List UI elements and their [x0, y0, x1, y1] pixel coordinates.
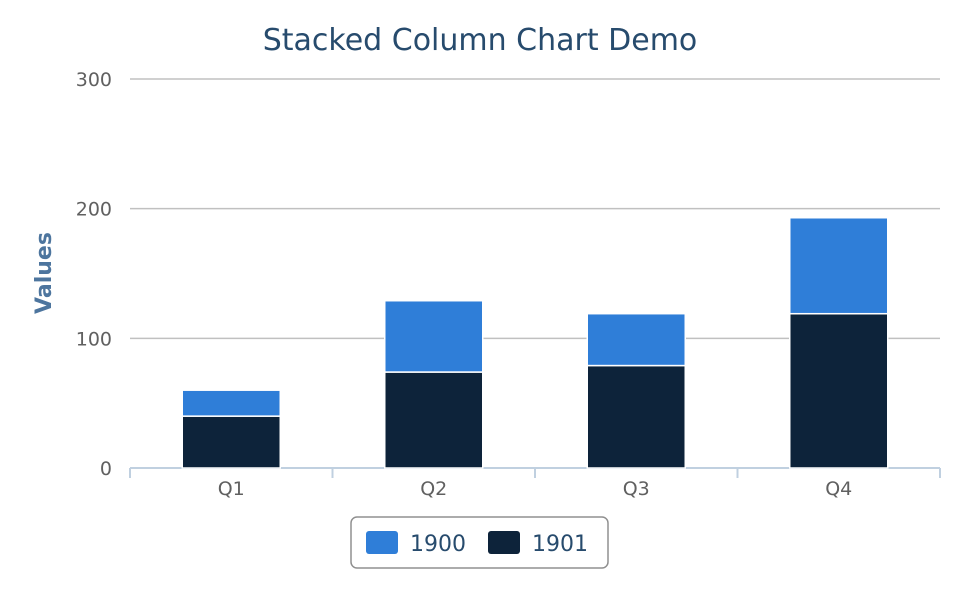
bar-1901-Q3[interactable] [586, 364, 686, 469]
legend-item-1900[interactable]: 1900 [366, 531, 466, 557]
chart-title: Stacked Column Chart Demo [263, 23, 698, 58]
x-tick-label: Q3 [623, 478, 650, 500]
legend-label: 1900 [410, 532, 466, 557]
y-tick-label: 200 [76, 199, 112, 221]
y-tick-label: 100 [76, 328, 112, 350]
bars [181, 216, 889, 469]
legend-swatch [488, 531, 520, 554]
bar-1900-Q3[interactable] [586, 312, 686, 367]
x-axis: Q1 Q2 Q3 Q4 [129, 467, 941, 500]
legend-swatch [366, 531, 398, 554]
bar-1900-Q1[interactable] [181, 389, 281, 417]
y-axis-ticks: 0 100 200 300 [76, 69, 112, 480]
y-axis-label: Values [32, 232, 57, 314]
bar-1901-Q4[interactable] [789, 312, 889, 469]
y-tick-label: 300 [76, 69, 112, 91]
bar-1900-Q4[interactable] [789, 216, 889, 315]
x-tick-label: Q1 [218, 478, 245, 500]
bar-1901-Q2[interactable] [384, 371, 484, 469]
bar-1901-Q1[interactable] [181, 415, 281, 469]
x-tick-label: Q2 [420, 478, 447, 500]
legend-box [350, 516, 609, 569]
bar-1900-Q2[interactable] [384, 299, 484, 373]
legend-label: 1901 [532, 532, 588, 557]
legend-item-1901[interactable]: 1901 [488, 531, 588, 557]
legend[interactable]: 1900 1901 [350, 516, 609, 569]
x-tick-label: Q4 [825, 478, 852, 500]
y-tick-label: 0 [100, 458, 112, 480]
